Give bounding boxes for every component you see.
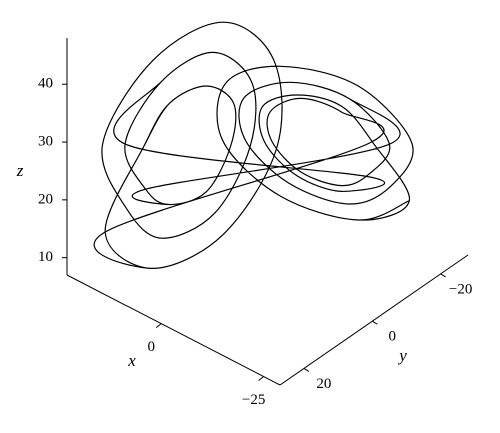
y-tick bbox=[372, 320, 378, 325]
y-axis-label: y bbox=[397, 346, 407, 365]
y-tick-label: 0 bbox=[389, 329, 397, 345]
z-tick-label: 20 bbox=[38, 191, 53, 207]
z-tick-label: 40 bbox=[38, 76, 53, 92]
x-tick bbox=[155, 323, 162, 329]
y-tick bbox=[303, 368, 310, 372]
z-tick-label: 10 bbox=[38, 249, 53, 265]
trajectory bbox=[93, 21, 414, 270]
z-axis-label: z bbox=[16, 161, 24, 180]
x-tick-label: −25 bbox=[242, 392, 265, 408]
y-tick-label: 20 bbox=[316, 376, 331, 392]
y-tick bbox=[440, 273, 446, 278]
axis-line bbox=[66, 274, 281, 386]
x-tick-label: 0 bbox=[147, 339, 155, 355]
x-tick bbox=[258, 376, 264, 381]
x-axis-label: x bbox=[127, 351, 136, 370]
y-tick-label: −20 bbox=[449, 281, 472, 297]
axis-line bbox=[279, 254, 469, 386]
z-tick-label: 30 bbox=[38, 133, 53, 149]
